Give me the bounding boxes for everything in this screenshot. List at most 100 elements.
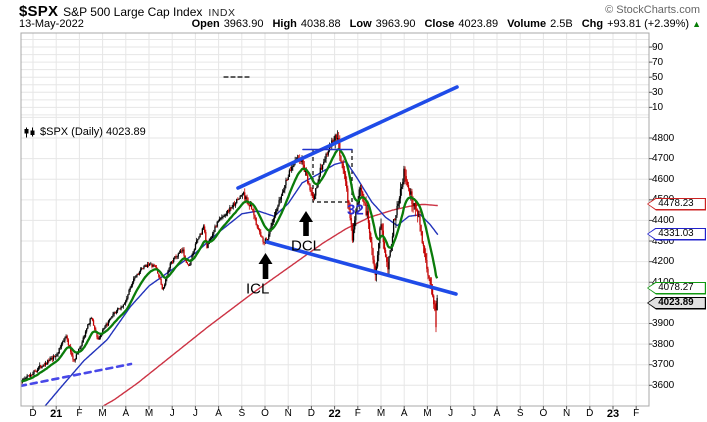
candle-body <box>151 263 153 267</box>
candle-body <box>344 173 347 182</box>
candle-body <box>272 219 275 223</box>
candle-body <box>158 273 160 278</box>
candle-body <box>249 204 252 207</box>
candle-body <box>289 170 292 172</box>
candle-body <box>293 163 295 167</box>
candle-body <box>105 323 107 327</box>
candle-body <box>63 340 65 342</box>
x-axis-label: A <box>215 408 222 419</box>
candle-body <box>202 226 205 229</box>
candle-body <box>111 316 113 319</box>
candle-body <box>350 218 352 225</box>
candle-body <box>181 250 183 252</box>
candle-body <box>84 331 87 337</box>
change-value: +93.81 (+2.39%) <box>607 18 690 30</box>
lower-falling-trendline <box>265 240 458 296</box>
candle-body <box>80 345 82 349</box>
candle-body <box>143 266 145 269</box>
candle-body <box>275 211 277 216</box>
candle-body <box>271 222 273 226</box>
candle-body <box>94 325 96 330</box>
candle-body <box>300 160 302 162</box>
candle-body <box>326 153 328 155</box>
candle-body <box>50 358 52 360</box>
candle-body <box>146 264 149 267</box>
candle-body <box>175 256 177 258</box>
candle-body <box>239 196 241 199</box>
candle-body <box>381 224 383 231</box>
candle-body <box>435 303 437 328</box>
candle-body <box>169 263 171 269</box>
price-tag-20-day-EMA: 4078.27 <box>647 281 706 295</box>
candle-body <box>327 150 329 155</box>
x-axis: D 21 F M A M J J A S O N D 22 F M A M J J A S O N D 23 F <box>0 408 707 422</box>
dcl-arrow <box>299 211 313 236</box>
candle-body <box>66 336 68 340</box>
candle-body <box>26 375 28 378</box>
candle-body <box>357 202 359 207</box>
price-tag-value: 4023.89 <box>648 297 705 309</box>
candle-body <box>71 351 73 356</box>
candle-body <box>25 377 27 379</box>
candle-body <box>291 166 293 171</box>
candle-body <box>360 188 363 192</box>
candle-body <box>183 249 185 256</box>
candle-body <box>163 284 166 288</box>
chart-title: $SPX (Daily) 4023.89 <box>23 126 146 138</box>
candle-body <box>336 138 339 139</box>
candle-body <box>285 179 287 186</box>
candle-body <box>386 256 388 262</box>
candle-body <box>254 215 256 218</box>
candle-body <box>67 339 70 346</box>
candle-body <box>347 188 349 202</box>
ma-line-200day-red <box>101 203 438 406</box>
candle-body <box>49 359 51 361</box>
candle-body <box>420 224 422 232</box>
candle-body <box>187 264 190 266</box>
candle-body <box>119 308 121 310</box>
x-axis-label: J <box>169 408 175 419</box>
candle-body <box>250 204 253 210</box>
candle-body <box>159 277 161 279</box>
x-axis-label: 22 <box>328 408 341 420</box>
candle-body <box>372 248 374 260</box>
candle-body <box>116 308 119 312</box>
quote-row: 13-May-2022 Open 3963.90 High 4038.88 Low 396… <box>0 18 701 31</box>
candle-body <box>348 201 350 210</box>
candle-body <box>304 171 307 172</box>
candle-body <box>195 240 198 244</box>
candle-body <box>191 255 193 260</box>
candle-body <box>429 278 431 285</box>
candle-body <box>139 269 142 273</box>
candle-body <box>388 256 390 270</box>
candle-body <box>177 253 179 257</box>
candle-body <box>417 209 419 217</box>
candle-body <box>236 199 238 204</box>
y-axis-label: 3600 <box>652 379 675 391</box>
candle-body <box>194 243 197 250</box>
candle-body <box>378 243 380 256</box>
candle-body <box>407 185 410 189</box>
candle-body <box>241 194 244 196</box>
copyright-link[interactable]: © StockCharts.com <box>605 4 700 16</box>
candle-body <box>380 224 382 229</box>
candle-body <box>107 320 110 326</box>
candle-body <box>73 359 75 361</box>
x-axis-label: A <box>400 408 408 419</box>
candle-body <box>311 192 313 195</box>
candle-body <box>342 163 344 170</box>
candle-body <box>312 194 315 200</box>
candle-body <box>189 264 191 266</box>
candle-body <box>364 202 366 204</box>
x-axis-label: J <box>192 408 198 419</box>
candle-body <box>127 294 129 299</box>
candle-body <box>55 355 57 358</box>
change-label: Chg <box>581 18 604 30</box>
candle-body <box>351 224 354 241</box>
candle-body <box>205 232 207 242</box>
candle-body <box>333 140 335 142</box>
candle-body <box>128 289 130 295</box>
candle-body <box>75 354 78 360</box>
candle-body <box>398 198 400 204</box>
y-axis-label: 3900 <box>652 317 675 329</box>
